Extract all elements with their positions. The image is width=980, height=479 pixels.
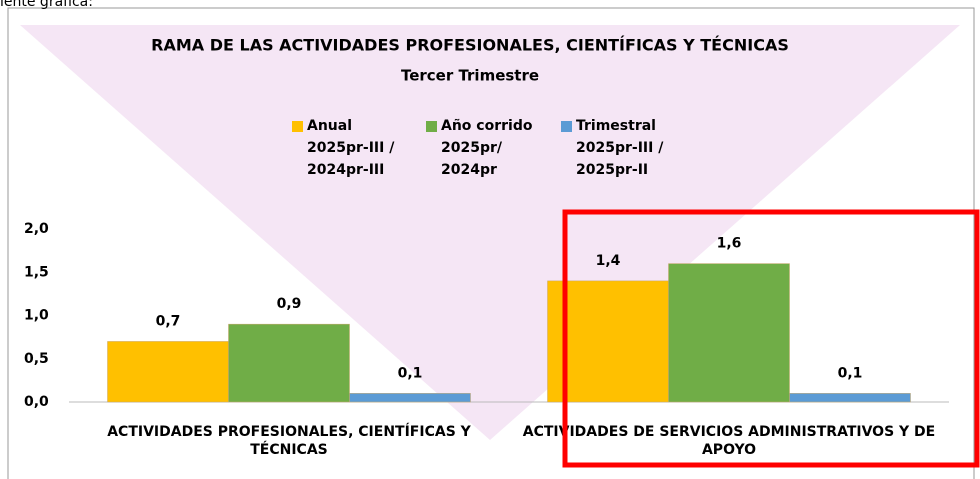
legend-swatch <box>426 121 437 132</box>
value-label: 1,4 <box>596 253 621 269</box>
value-label: 0,1 <box>838 365 863 381</box>
value-label: 0,1 <box>398 365 423 381</box>
bar <box>108 341 229 402</box>
legend-entry: Año corrido 2025pr/ 2024pr <box>441 115 532 181</box>
chart: iente gráfica: RAMA DE LAS ACTIVIDADES P… <box>0 0 980 479</box>
y-tick-label: 1,5 <box>24 264 49 280</box>
legend-swatch <box>561 121 572 132</box>
x-tick-label: ACTIVIDADES DE SERVICIOS ADMINISTRATIVOS… <box>514 423 944 459</box>
bar <box>669 264 790 402</box>
bar <box>790 393 911 402</box>
legend-entry: Anual 2025pr-III / 2024pr-III <box>307 115 394 181</box>
chart-title: RAMA DE LAS ACTIVIDADES PROFESIONALES, C… <box>151 36 789 55</box>
y-tick-label: 1,0 <box>24 308 49 324</box>
bar <box>548 281 669 402</box>
page: iente gráfica: RAMA DE LAS ACTIVIDADES P… <box>0 0 980 479</box>
y-tick-label: 2,0 <box>24 221 49 237</box>
y-tick-label: 0,5 <box>24 351 49 367</box>
value-label: 1,6 <box>717 236 742 252</box>
y-tick-label: 0,0 <box>24 394 49 410</box>
caption: iente gráfica: <box>0 0 93 10</box>
value-label: 0,9 <box>277 296 302 312</box>
x-tick-label: ACTIVIDADES PROFESIONALES, CIENTÍFICAS Y… <box>74 423 504 459</box>
legend-swatch <box>292 121 303 132</box>
bar <box>229 324 350 402</box>
value-label: 0,7 <box>156 313 181 329</box>
legend-entry: Trimestral 2025pr-III / 2025pr-II <box>576 115 663 181</box>
bar <box>350 393 471 402</box>
chart-subtitle: Tercer Trimestre <box>401 67 539 85</box>
